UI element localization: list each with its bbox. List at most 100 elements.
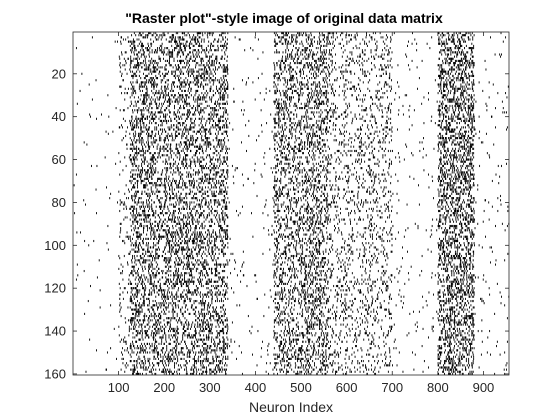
spike-mark <box>346 60 347 62</box>
spike-mark <box>178 45 179 47</box>
spike-mark <box>449 68 450 70</box>
spike-mark <box>466 148 467 150</box>
spike-mark <box>209 66 210 68</box>
spike-mark <box>284 94 285 96</box>
spike-mark <box>454 113 455 115</box>
spike-mark <box>168 150 169 152</box>
spike-mark <box>246 83 247 85</box>
spike-mark <box>343 77 344 79</box>
spike-mark <box>454 81 455 83</box>
spike-mark <box>150 43 151 45</box>
spike-mark <box>135 101 136 103</box>
spike-mark <box>317 83 318 85</box>
spike-mark <box>345 111 346 113</box>
spike-mark <box>179 118 180 120</box>
spike-mark <box>309 141 310 143</box>
spike-mark <box>460 103 461 105</box>
spike-mark <box>315 60 316 62</box>
spike-mark <box>442 68 443 70</box>
spike-mark <box>419 141 420 143</box>
spike-mark <box>136 156 137 158</box>
spike-mark <box>313 75 314 77</box>
spike-mark <box>473 45 474 47</box>
spike-mark <box>196 139 197 141</box>
spike-mark <box>439 105 440 107</box>
spike-mark <box>455 88 456 90</box>
spike-mark <box>458 116 459 118</box>
spike-mark <box>278 79 279 81</box>
spike-mark <box>322 51 323 53</box>
spike-mark <box>459 51 460 53</box>
spike-mark <box>320 41 321 43</box>
spike-mark <box>359 135 360 137</box>
spike-mark <box>171 56 172 58</box>
spike-mark <box>385 154 386 156</box>
spike-mark <box>345 71 346 73</box>
spike-mark <box>163 146 164 148</box>
spike-mark <box>226 101 227 103</box>
spike-mark <box>329 148 330 150</box>
spike-mark <box>163 51 164 53</box>
spike-mark <box>166 107 167 109</box>
spike-mark <box>148 128 149 130</box>
spike-mark <box>225 109 226 111</box>
spike-mark <box>339 141 340 143</box>
spike-mark <box>429 47 430 49</box>
spike-mark <box>446 116 447 118</box>
spike-mark <box>288 58 289 60</box>
spike-mark <box>439 41 440 43</box>
spike-mark <box>145 34 146 36</box>
spike-mark <box>177 60 178 62</box>
spike-mark <box>180 88 181 90</box>
spike-mark <box>464 56 465 58</box>
spike-mark <box>447 83 448 85</box>
spike-mark <box>153 34 154 36</box>
spike-mark <box>301 62 302 64</box>
spike-mark <box>464 101 465 103</box>
spike-mark <box>454 156 455 158</box>
spike-mark <box>375 122 376 124</box>
spike-mark <box>92 98 93 100</box>
spike-mark <box>221 148 222 150</box>
spike-mark <box>463 96 464 98</box>
spike-mark <box>363 154 364 156</box>
spike-mark <box>139 133 140 135</box>
spike-mark <box>459 98 460 100</box>
spike-mark <box>382 53 383 55</box>
spike-mark <box>449 101 450 103</box>
spike-mark <box>302 34 303 36</box>
spike-mark <box>332 90 333 92</box>
spike-mark <box>150 71 151 73</box>
spike-mark <box>215 92 216 94</box>
spike-mark <box>150 98 151 100</box>
spike-mark <box>77 103 78 105</box>
spike-mark <box>227 38 228 40</box>
spike-mark <box>367 88 368 90</box>
spike-mark <box>203 64 204 66</box>
spike-mark <box>146 79 147 81</box>
spike-mark <box>353 60 354 62</box>
spike-mark <box>388 118 389 120</box>
spike-mark <box>175 101 176 103</box>
spike-mark <box>463 146 464 148</box>
spike-mark <box>165 113 166 115</box>
spike-mark <box>161 34 162 36</box>
spike-mark <box>373 139 374 141</box>
spike-mark <box>377 131 378 133</box>
spike-mark <box>284 141 285 143</box>
spike-mark <box>329 51 330 53</box>
spike-mark <box>439 116 440 118</box>
spike-mark <box>346 64 347 66</box>
spike-mark <box>450 124 451 126</box>
spike-mark <box>457 47 458 49</box>
spike-mark <box>207 137 208 139</box>
spike-mark <box>454 68 455 70</box>
spike-mark <box>151 86 152 88</box>
spike-mark <box>205 101 206 103</box>
spike-mark <box>141 111 142 113</box>
spike-mark <box>457 34 458 36</box>
spike-mark <box>399 156 400 158</box>
spike-mark <box>224 131 225 133</box>
spike-mark <box>284 62 285 64</box>
spike-mark <box>292 133 293 135</box>
